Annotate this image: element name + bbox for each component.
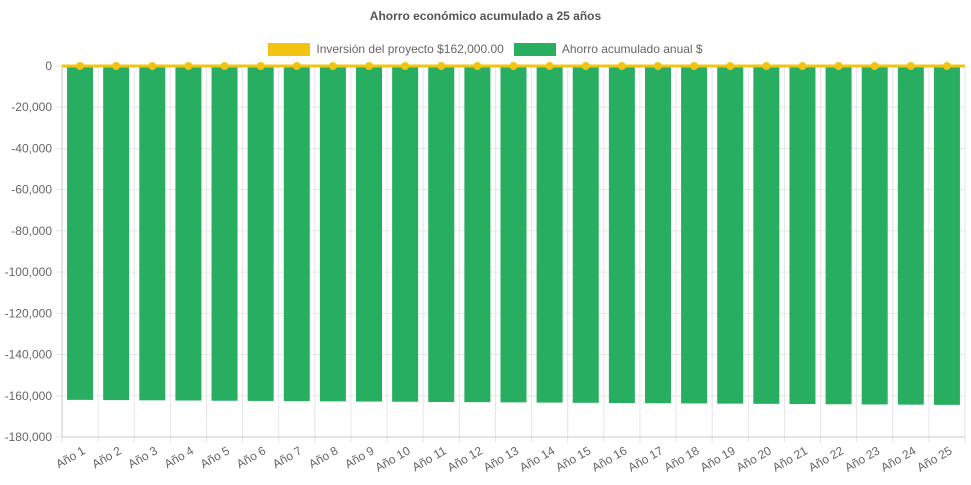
x-tick-label: Año 12 xyxy=(445,443,485,474)
x-tick-label: Año 7 xyxy=(270,443,304,471)
x-tick-label: Año 22 xyxy=(806,443,846,474)
x-tick-label: Año 8 xyxy=(306,443,340,471)
bar xyxy=(500,66,527,403)
investment-point xyxy=(617,62,626,70)
y-tick-label: -100,000 xyxy=(5,265,53,279)
y-tick-label: -180,000 xyxy=(5,430,53,444)
investment-point xyxy=(906,62,915,70)
legend-swatch-savings xyxy=(513,42,556,56)
investment-point xyxy=(112,62,121,70)
bar xyxy=(103,66,130,401)
bar xyxy=(572,66,599,403)
y-tick-label: -120,000 xyxy=(5,306,53,320)
x-tick-label: Año 20 xyxy=(734,443,774,474)
bar xyxy=(283,66,310,402)
investment-point xyxy=(581,62,590,70)
x-tick-label: Año 19 xyxy=(698,443,738,474)
investment-point xyxy=(148,62,157,70)
bar xyxy=(897,66,924,405)
bar xyxy=(933,66,960,405)
x-tick-label: Año 5 xyxy=(198,443,232,471)
x-tick-label: Año 24 xyxy=(878,443,918,474)
bar xyxy=(319,66,346,402)
bar xyxy=(464,66,491,403)
x-tick-label: Año 13 xyxy=(481,443,521,474)
x-tick-label: Año 25 xyxy=(914,443,954,474)
x-tick-label: Año 9 xyxy=(342,443,376,471)
legend-label-savings: Ahorro acumulado anual $ xyxy=(561,42,703,56)
x-tick-label: Año 14 xyxy=(517,443,557,474)
x-tick-label: Año 16 xyxy=(589,443,629,474)
investment-point xyxy=(220,62,229,70)
x-tick-label: Año 10 xyxy=(373,443,413,474)
investment-point xyxy=(401,62,410,70)
y-tick-label: -40,000 xyxy=(11,141,52,155)
y-tick-label: -80,000 xyxy=(11,224,52,238)
bar xyxy=(753,66,780,404)
bar xyxy=(825,66,852,405)
bar xyxy=(681,66,708,404)
x-tick-label: Año 1 xyxy=(53,443,87,471)
investment-point xyxy=(509,62,518,70)
bar xyxy=(356,66,383,402)
x-tick-label: Año 2 xyxy=(90,443,124,471)
bar xyxy=(247,66,274,401)
investment-point xyxy=(473,62,482,70)
bar xyxy=(392,66,419,402)
bar xyxy=(536,66,563,403)
investment-point xyxy=(76,62,85,70)
x-tick-label: Año 11 xyxy=(410,443,449,474)
bar xyxy=(67,66,94,400)
chart-legend: Inversión del proyecto $162,000.00 Ahorr… xyxy=(0,42,971,56)
x-tick-label: Año 17 xyxy=(626,443,666,474)
y-tick-label: -60,000 xyxy=(11,183,52,197)
investment-point xyxy=(653,62,662,70)
investment-point xyxy=(942,62,951,70)
investment-point xyxy=(762,62,771,70)
investment-point xyxy=(690,62,699,70)
bar xyxy=(789,66,816,405)
legend-item-savings[interactable]: Ahorro acumulado anual $ xyxy=(513,42,703,56)
x-tick-label: Año 6 xyxy=(234,443,268,471)
investment-point xyxy=(365,62,374,70)
legend-item-investment[interactable]: Inversión del proyecto $162,000.00 xyxy=(268,42,504,56)
investment-point xyxy=(437,62,446,70)
investment-point xyxy=(545,62,554,70)
bar xyxy=(861,66,888,405)
bar xyxy=(717,66,744,404)
x-tick-label: Año 21 xyxy=(770,443,810,474)
investment-point xyxy=(870,62,879,70)
bar xyxy=(175,66,202,401)
bar xyxy=(211,66,238,401)
y-tick-label: -160,000 xyxy=(5,389,53,403)
x-tick-label: Año 23 xyxy=(842,443,882,474)
x-tick-label: Año 3 xyxy=(126,443,160,471)
investment-point xyxy=(798,62,807,70)
bar xyxy=(428,66,455,402)
investment-point xyxy=(328,62,337,70)
investment-point xyxy=(184,62,193,70)
investment-point xyxy=(726,62,735,70)
legend-label-investment: Inversión del proyecto $162,000.00 xyxy=(316,42,504,56)
investment-point xyxy=(292,62,301,70)
bar xyxy=(608,66,635,403)
y-tick-label: -140,000 xyxy=(5,348,53,362)
x-tick-label: Año 15 xyxy=(553,443,593,474)
chart-title: Ahorro económico acumulado a 25 años xyxy=(369,9,602,23)
y-tick-label: 0 xyxy=(45,59,52,73)
investment-point xyxy=(256,62,265,70)
bar xyxy=(644,66,671,404)
legend-swatch-investment xyxy=(268,42,311,56)
x-tick-label: Año 4 xyxy=(162,443,196,471)
investment-point xyxy=(834,62,843,70)
bar xyxy=(139,66,166,401)
y-tick-label: -20,000 xyxy=(11,100,52,114)
x-tick-label: Año 18 xyxy=(662,443,702,474)
